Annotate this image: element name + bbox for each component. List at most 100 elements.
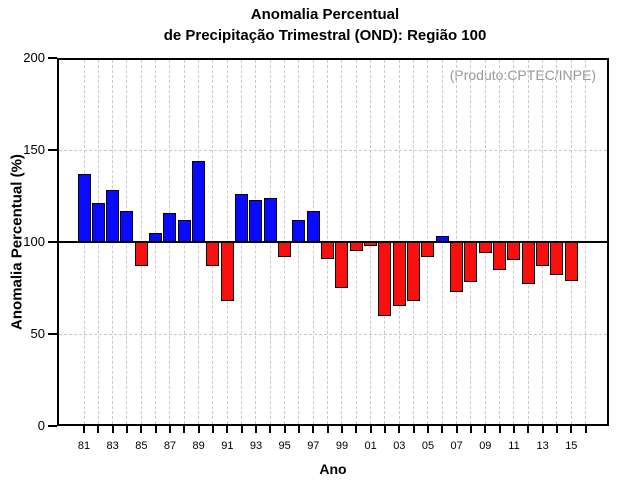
y-tick-label: 100 xyxy=(23,234,45,249)
x-tick xyxy=(97,426,100,433)
x-tick xyxy=(283,426,286,433)
bar-08 xyxy=(464,242,478,283)
bar-94 xyxy=(263,197,277,242)
bar-90 xyxy=(206,242,220,266)
bar-97 xyxy=(306,210,320,242)
plot-area xyxy=(57,58,609,426)
x-tick xyxy=(584,426,587,433)
x-tick xyxy=(269,426,272,433)
bar-82 xyxy=(91,203,105,242)
bar-99 xyxy=(335,242,349,288)
x-tick xyxy=(369,426,372,433)
bar-96 xyxy=(292,219,306,242)
bar-04 xyxy=(407,242,421,301)
x-tick-label: 01 xyxy=(364,440,377,452)
x-tick-label: 97 xyxy=(307,440,320,452)
chart-title-line1: Anomalia Percentual xyxy=(250,6,400,23)
x-tick-label: 05 xyxy=(421,440,435,452)
x-tick-label: 91 xyxy=(221,440,234,452)
y-tick-label: 200 xyxy=(23,50,45,65)
x-tick xyxy=(469,426,472,433)
bar-83 xyxy=(106,190,120,242)
x-tick xyxy=(226,426,229,433)
chart-title-line2: de Precipitação Trimestral (OND): Região… xyxy=(163,27,487,44)
x-tick xyxy=(383,426,386,433)
bar-93 xyxy=(249,199,263,242)
bar-85 xyxy=(134,242,148,266)
x-tick xyxy=(197,426,200,433)
bar-84 xyxy=(120,210,134,242)
y-tick xyxy=(48,149,57,151)
baseline-100 xyxy=(57,241,609,243)
x-tick-label: 87 xyxy=(163,440,177,452)
x-tick xyxy=(140,426,143,433)
x-tick xyxy=(412,426,415,433)
bar-07 xyxy=(450,242,464,292)
bar-05 xyxy=(421,242,435,257)
x-tick-label: 03 xyxy=(393,440,406,452)
bar-95 xyxy=(278,242,292,257)
x-tick xyxy=(426,426,429,433)
x-tick-label: 83 xyxy=(106,440,119,452)
bar-88 xyxy=(177,219,191,242)
x-tick-label: 09 xyxy=(479,440,492,452)
x-tick xyxy=(154,426,157,433)
x-tick xyxy=(527,426,530,433)
bar-12 xyxy=(521,242,535,285)
y-tick-label: 150 xyxy=(23,142,45,157)
product-annotation: (Produto:CPTEC/INPE) xyxy=(449,67,596,83)
x-tick-label: 07 xyxy=(450,440,463,452)
x-tick xyxy=(570,426,573,433)
x-tick-label: 85 xyxy=(135,440,148,452)
x-tick-label: 93 xyxy=(249,440,263,452)
x-tick xyxy=(398,426,401,433)
x-tick xyxy=(254,426,257,433)
y-tick xyxy=(48,57,57,59)
bar-98 xyxy=(321,242,335,259)
x-tick xyxy=(125,426,128,433)
x-tick-label: 15 xyxy=(565,440,578,452)
bar-03 xyxy=(392,242,406,307)
x-tick xyxy=(484,426,487,433)
x-tick xyxy=(111,426,114,433)
x-tick xyxy=(240,426,243,433)
y-tick-label: 50 xyxy=(30,326,45,341)
bar-02 xyxy=(378,242,392,316)
x-tick xyxy=(541,426,544,433)
x-tick xyxy=(326,426,329,433)
bar-09 xyxy=(478,242,492,254)
y-tick xyxy=(48,333,57,335)
bar-89 xyxy=(192,161,206,242)
x-tick xyxy=(498,426,501,433)
x-tick-label: 95 xyxy=(278,440,291,452)
x-tick xyxy=(211,426,214,433)
x-tick-label: 13 xyxy=(536,440,549,452)
x-tick xyxy=(355,426,358,433)
bar-00 xyxy=(349,242,363,252)
x-tick xyxy=(297,426,300,433)
x-tick-label: 99 xyxy=(335,440,349,452)
x-tick xyxy=(183,426,186,433)
bar-13 xyxy=(536,242,550,266)
x-tick-label: 11 xyxy=(508,440,520,452)
h-gridline xyxy=(59,334,607,335)
x-tick-label: 89 xyxy=(192,440,205,452)
y-tick xyxy=(48,425,57,427)
bar-14 xyxy=(550,242,564,276)
x-tick xyxy=(168,426,171,433)
x-tick xyxy=(441,426,444,433)
bar-81 xyxy=(77,173,91,242)
bar-11 xyxy=(507,242,521,261)
x-tick xyxy=(312,426,315,433)
x-tick xyxy=(555,426,558,433)
bar-91 xyxy=(220,242,234,301)
x-tick xyxy=(83,426,85,433)
x-tick xyxy=(512,426,515,433)
bar-10 xyxy=(493,242,507,270)
x-tick-label: 81 xyxy=(77,440,91,452)
y-tick xyxy=(48,241,57,243)
x-axis-label: Ano xyxy=(319,461,347,477)
h-gridline xyxy=(59,150,607,151)
bar-92 xyxy=(235,194,249,242)
